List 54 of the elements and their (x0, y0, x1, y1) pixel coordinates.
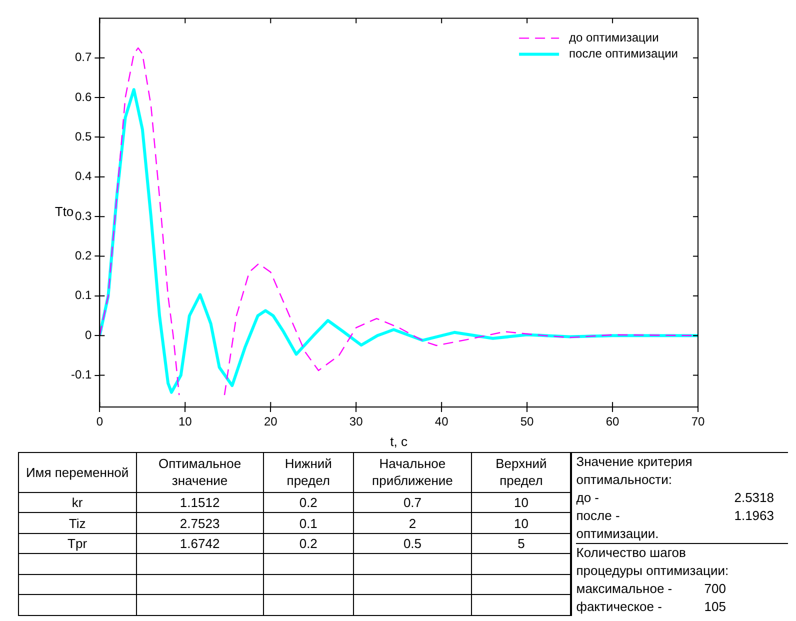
text: до - (576, 489, 600, 507)
x-tick-label: 10 (178, 414, 192, 429)
x-tick-label: 0 (96, 414, 104, 429)
text: 2 (353, 512, 472, 534)
y-tick-label: 0 (84, 328, 92, 342)
text: Количество шагов (576, 544, 687, 562)
text: фактическое - (576, 598, 663, 616)
text: 1.1512 (136, 492, 264, 513)
y-tick-label: -0.1 (70, 368, 92, 382)
text: максимальное - (576, 580, 674, 598)
text: Имя переменной (18, 452, 136, 492)
text: 700 (704, 580, 726, 598)
text: 5 (472, 533, 571, 554)
y-tick-label: 0.4 (74, 169, 92, 184)
y-tick-label: 0.1 (74, 288, 92, 302)
y-tick-label: 0.7 (74, 50, 92, 64)
x-tick-label: 40 (434, 414, 449, 429)
text: 0.7 (353, 492, 472, 513)
text: 1.1963 (734, 507, 774, 525)
x-tick-label: 20 (264, 414, 278, 429)
text: Значение критерия (576, 453, 694, 471)
x-tick-label: 70 (691, 414, 705, 429)
text: 0.2 (264, 533, 354, 554)
y-tick-label: 0.3 (74, 208, 92, 223)
text: 0.5 (353, 533, 472, 554)
text: 2.7523 (136, 512, 264, 534)
text: 105 (704, 598, 726, 616)
text: 2.5318 (734, 489, 774, 507)
text: 0.1 (264, 512, 354, 534)
y-axis-title: Tto (54, 204, 74, 220)
text: Tpr (18, 533, 136, 554)
x-tick-label: 50 (520, 414, 534, 429)
text: 0.2 (264, 492, 354, 513)
text: Нижний предел (264, 452, 354, 492)
legend-label: до оптимизации (569, 30, 659, 45)
y-tick-label: 0.2 (74, 248, 92, 263)
x-tick-label: 60 (606, 414, 620, 429)
text: kr (18, 492, 136, 513)
x-axis-title: t, с (390, 434, 408, 449)
legend-label: после оптимизации (569, 46, 678, 61)
text: Верхний предел (472, 452, 571, 492)
text: Оптимальное значение (136, 452, 264, 492)
text: оптимизации. (576, 525, 660, 543)
x-tick-label: 30 (349, 414, 364, 429)
text: 10 (472, 512, 571, 534)
text: 1.6742 (136, 533, 264, 554)
text: процедуры оптимизации: (576, 562, 730, 580)
text: Начальное приближение (353, 452, 472, 492)
y-tick-label: 0.5 (74, 130, 92, 144)
text: Tiz (18, 512, 136, 534)
text: оптимальности: (576, 471, 673, 489)
text: 10 (472, 492, 571, 513)
text: после - (576, 507, 620, 525)
y-tick-label: 0.6 (74, 90, 92, 104)
